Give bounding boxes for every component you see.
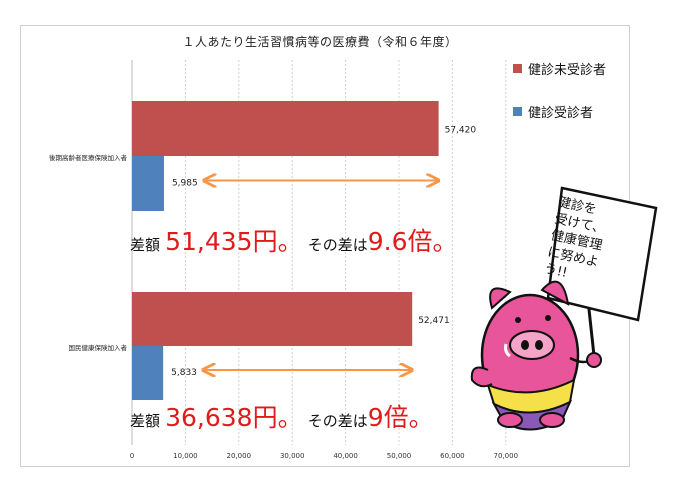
bar-examined [132,346,164,400]
diff-middle: その差は [307,412,368,430]
data-label: 52,471 [418,316,450,326]
category-label: 後期高齢者医療保険加入者 [49,153,128,162]
x-tick-label: 0 [130,452,134,460]
x-tick-label: 30,000 [280,452,305,460]
bar-not-examined [132,101,439,156]
x-tick-label: 20,000 [227,452,252,460]
difference-annotation-1: 差額 51,435円。 その差は9.6倍。 [130,222,458,258]
x-tick-label: 10,000 [173,452,198,460]
diff-end: 。 [408,403,434,432]
diff-end: 。 [432,227,458,256]
legend-item-examined: 健診受診者 [513,102,593,121]
diff-sep: 。 [277,227,303,256]
legend-label: 健診受診者 [528,106,594,121]
diff-ratio: 9倍 [367,403,409,432]
bar-not-examined [132,292,413,346]
data-label: 5,833 [171,368,197,378]
bar-examined [132,156,164,211]
diff-ratio: 9.6倍 [367,227,433,256]
diff-amount: 36,638円 [165,403,278,432]
difference-annotation-2: 差額 36,638円。 その差は9倍。 [130,398,434,434]
x-tick-label: 60,000 [440,452,465,460]
data-label: 57,420 [445,126,477,136]
legend-label: 健診未受診者 [528,63,607,78]
chart-title: １人あたり生活習慣病等の医療費（令和６年度） [182,35,458,49]
x-tick-label: 50,000 [387,452,412,460]
pink-boar-mascot-icon [470,186,658,431]
legend-item-not-examined: 健診未受診者 [513,59,606,78]
data-label: 5,985 [172,179,198,189]
x-tick-label: 40,000 [333,452,358,460]
diff-prefix: 差額 [130,236,161,254]
diff-sep: 。 [277,403,303,432]
category-label: 国民健康保険加入者 [69,343,128,352]
x-tick-label: 70,000 [494,452,519,460]
diff-amount: 51,435円 [165,227,278,256]
diff-middle: その差は [307,236,368,254]
legend-swatch [513,107,522,116]
diff-prefix: 差額 [130,412,161,430]
legend-swatch [513,64,522,73]
